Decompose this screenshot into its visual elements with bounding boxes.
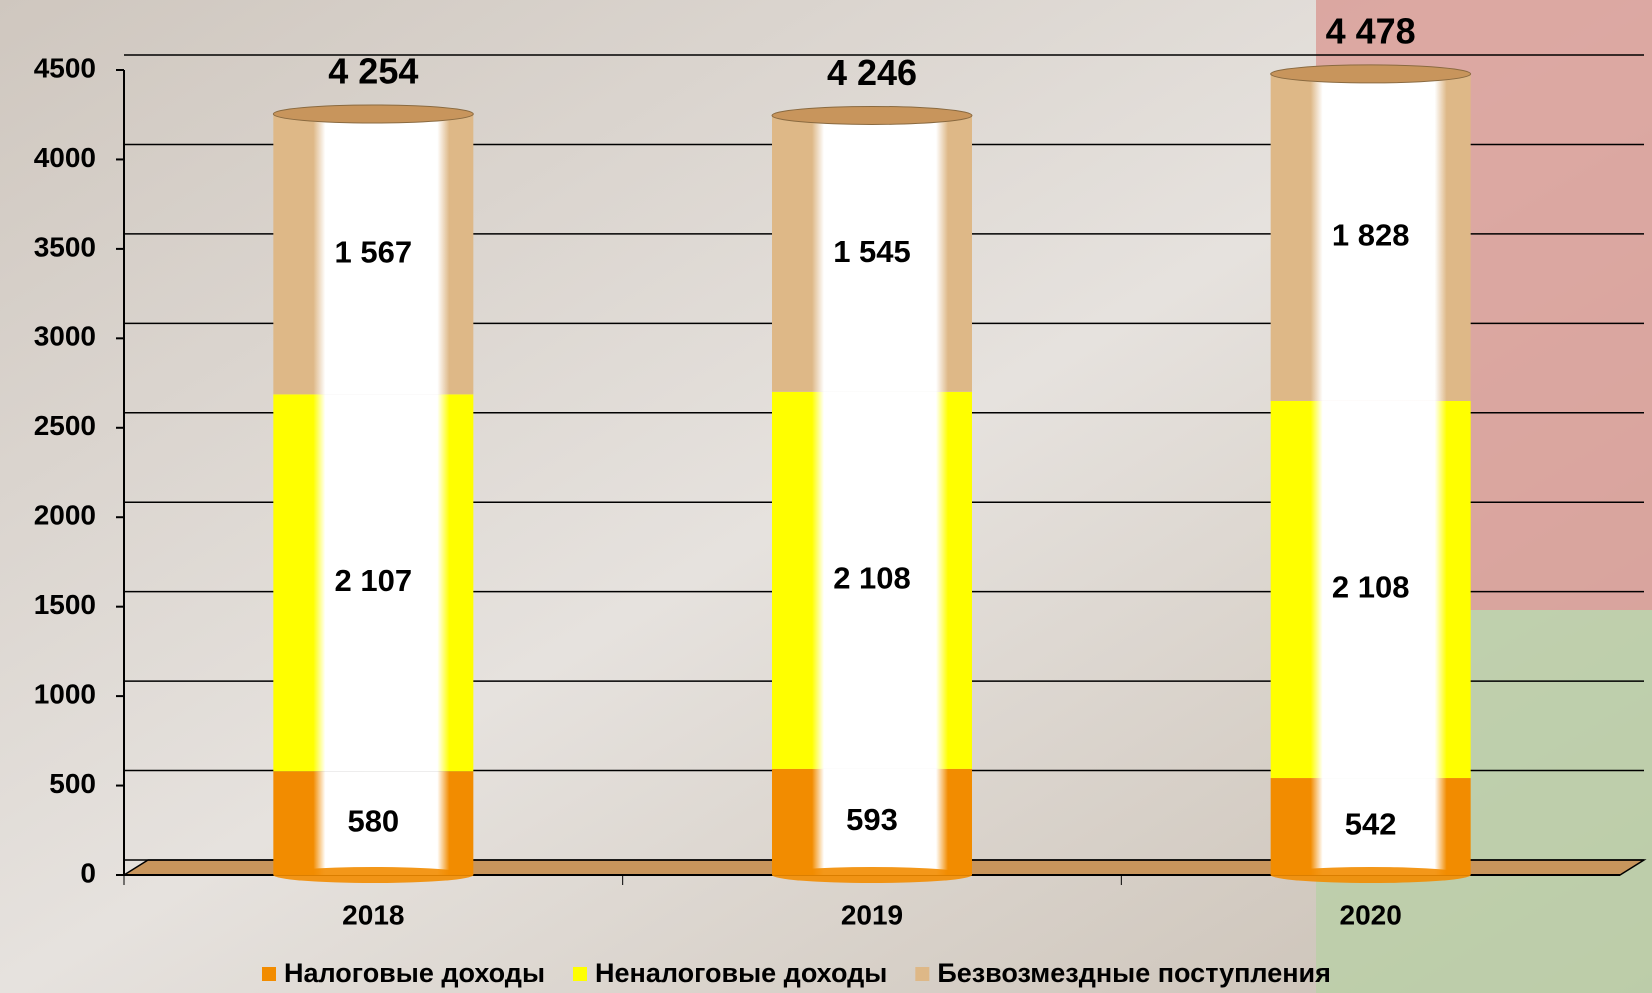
total-label: 4 254	[328, 51, 418, 92]
y-tick-label: 2000	[34, 500, 96, 531]
bar-segment	[772, 768, 972, 875]
bar-base	[273, 867, 474, 883]
value-label: 593	[846, 802, 898, 837]
bar-segment	[772, 391, 972, 769]
value-label: 1 828	[1332, 218, 1410, 253]
bar-segment	[772, 115, 972, 392]
value-label: 2 107	[335, 563, 413, 598]
legend-swatch	[573, 967, 587, 981]
total-label: 4 478	[1326, 10, 1416, 51]
y-tick-label: 3500	[34, 231, 96, 262]
legend-label: Налоговые доходы	[284, 958, 545, 988]
bar-segment	[273, 771, 474, 875]
bar-cap	[272, 104, 474, 124]
bar-base	[1270, 867, 1471, 883]
bar-segment	[1270, 400, 1471, 779]
value-label: 2 108	[833, 561, 911, 596]
legend-label: Безвозмездные поступления	[937, 958, 1331, 988]
legend-swatch	[262, 967, 276, 981]
value-label: 2 108	[1332, 570, 1410, 605]
value-label: 580	[347, 803, 399, 838]
total-label: 4 246	[827, 52, 917, 93]
legend-label: Неналоговые доходы	[595, 958, 887, 988]
bar-segment	[1270, 73, 1471, 401]
bar-base	[772, 867, 972, 883]
y-tick-label: 0	[80, 857, 96, 888]
legend-swatch	[915, 967, 930, 981]
bar-segment	[1270, 778, 1471, 875]
x-tick-label: 2020	[1340, 899, 1402, 930]
x-tick-label: 2018	[342, 899, 404, 930]
bar-segment	[273, 114, 474, 395]
y-tick-label: 4500	[34, 52, 96, 83]
bar-cap	[1270, 64, 1472, 84]
bar-segment	[273, 394, 474, 772]
bar-cap	[771, 105, 973, 125]
y-tick-label: 4000	[34, 142, 96, 173]
value-label: 1 545	[833, 234, 911, 269]
y-tick-label: 3000	[34, 321, 96, 352]
x-tick-label: 2019	[841, 899, 903, 930]
value-label: 542	[1345, 807, 1397, 842]
y-tick-label: 2500	[34, 410, 96, 441]
y-tick-label: 1000	[34, 679, 96, 710]
y-tick-label: 1500	[34, 589, 96, 620]
y-tick-label: 500	[49, 768, 96, 799]
value-label: 1 567	[335, 234, 413, 269]
